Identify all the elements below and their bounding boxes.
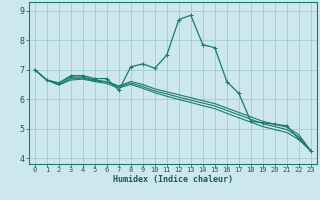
X-axis label: Humidex (Indice chaleur): Humidex (Indice chaleur) — [113, 175, 233, 184]
